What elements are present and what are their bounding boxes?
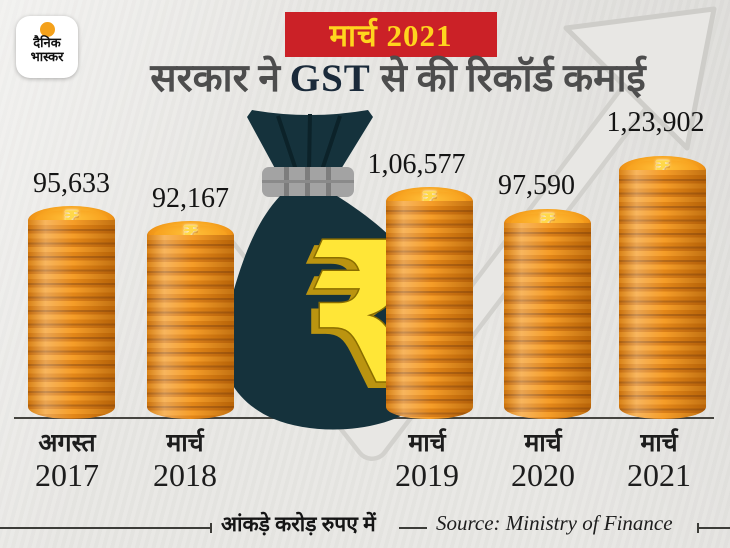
x-label-month: मार्च [166,430,204,457]
coin-stack-mar-2021: 1,23,902 ₹ [607,107,706,419]
value-label: 92,167 [152,183,229,214]
page-title: सरकार ने GST से की रिकॉर्ड कमाई [66,56,730,102]
title-prefix: सरकार ने [150,57,290,100]
value-label: 95,633 [33,168,110,199]
x-label-month: मार्च [640,430,678,457]
caption-rule-mid [399,527,427,529]
x-label-month: मार्च [408,430,446,457]
coin-body [147,235,234,419]
sun-icon [39,22,55,37]
title-suffix: से की रिकॉर्ड कमाई [370,57,646,100]
caption-rule-right [698,527,730,529]
title-gst-highlight: GST [289,57,371,100]
x-label-month: अगस्त [38,430,96,457]
brand-name-line1: दैनिक [33,36,61,51]
coin-stack-aug-2017: 95,633 ₹ [28,168,115,419]
caption-rule-left [0,527,211,529]
brand-name-line2: भास्कर [30,50,64,65]
source-credit: Source: Ministry of Finance [436,511,673,535]
value-label: 1,06,577 [367,149,466,180]
x-label-month: मार्च [524,430,562,457]
x-label-year: 2019 [395,457,459,493]
brand-logo: दैनिक भास्कर [16,16,78,78]
x-label-aug-2017: अगस्त 2017 [35,430,99,492]
x-label-mar-2019: मार्च 2019 [395,430,459,492]
coin-body [28,220,115,419]
coin-stack-mar-2018: 92,167 ₹ [147,183,234,419]
x-label-year: 2021 [627,457,691,493]
coin-stack-mar-2020: 97,590 ₹ [498,170,591,419]
coin-stack-mar-2019: 1,06,577 ₹ [368,149,473,419]
x-label-mar-2020: मार्च 2020 [511,430,575,492]
coin-body [619,170,706,419]
coin-body [504,223,591,419]
coin-body [386,201,473,419]
x-label-year: 2018 [153,457,217,493]
x-label-mar-2018: मार्च 2018 [153,430,217,492]
units-note: आंकड़े करोड़ रुपए में [221,512,376,536]
x-label-mar-2021: मार्च 2021 [627,430,691,492]
x-label-year: 2020 [511,457,575,493]
value-label: 1,23,902 [606,107,705,138]
period-badge: मार्च 2021 [285,12,497,57]
caption-rule-tick [210,523,212,533]
value-label: 97,590 [498,170,575,201]
x-label-year: 2017 [35,457,99,493]
